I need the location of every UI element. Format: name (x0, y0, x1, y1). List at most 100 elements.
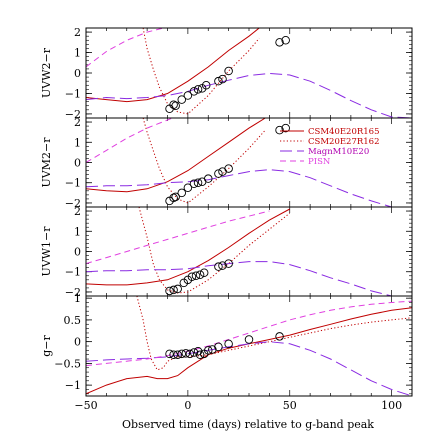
panel-3: UVW1−r −2 −1 0 1 2 (40, 205, 413, 299)
observation-point (189, 87, 199, 96)
legend-label-PISN: PISN (308, 157, 331, 167)
observation-point (177, 188, 187, 198)
y-tick-label: −1 (65, 266, 81, 279)
y-tick-label: −2 (65, 197, 81, 210)
y-tick-label: 1 (74, 225, 81, 238)
observation-point (281, 36, 290, 45)
x-tick-label: −50 (74, 399, 97, 412)
observation-point (218, 261, 227, 270)
panel-frame (85, 295, 413, 397)
y-axis-label: UVM2−r (40, 137, 53, 188)
observation-point (195, 270, 205, 280)
observation-point (224, 259, 233, 268)
series-line-PISN (86, 28, 166, 68)
observation-point (181, 349, 191, 358)
observation-point (177, 95, 187, 104)
observation-point (195, 350, 205, 359)
observation-point (187, 272, 197, 282)
y-tick-label: 0 (74, 157, 81, 170)
observation-point (203, 174, 213, 183)
y-axis-label: UVW1−r (40, 226, 53, 277)
y-tick-label: 0 (74, 336, 81, 349)
observation-point (169, 100, 178, 109)
observation-point (189, 179, 199, 188)
observation-point (214, 342, 223, 352)
observation-point (275, 38, 284, 47)
x-tick-label: 100 (381, 399, 402, 412)
x-tick-label: 0 (184, 399, 191, 412)
y-tick-label: 1 (74, 292, 81, 305)
y-tick-label: −1 (65, 87, 81, 100)
observation-point (199, 268, 209, 277)
y-tick-label: −2 (65, 108, 81, 121)
y-tick-label: 0 (74, 67, 81, 80)
observation-point (177, 349, 187, 359)
y-axis-label: UVW2−r (40, 47, 53, 98)
y-tick-label: −1 (65, 379, 81, 392)
series-line-CSM40E20R165 (86, 208, 291, 286)
legend-label-MagnM10E20: MagnM10E20 (308, 147, 369, 157)
observation-point (275, 125, 284, 135)
observation-point (275, 332, 284, 341)
series-line-PISN (86, 118, 174, 163)
observation-point (191, 271, 201, 281)
y-tick-label: 1 (74, 136, 81, 149)
series-line-CSM20E27R162 (142, 28, 260, 115)
y-tick-label: −0.5 (54, 357, 81, 370)
observation-point (281, 123, 290, 133)
x-tick-label: 50 (283, 399, 297, 412)
y-tick-label: −2 (65, 286, 81, 299)
y-tick-label: 2 (74, 205, 81, 218)
observation-point (224, 339, 233, 349)
series-line-CSM20E27R162 (136, 296, 412, 371)
series-line-MagnM10E20 (86, 72, 412, 118)
panel-1: UVW2−r −2 −1 0 1 2 (40, 26, 413, 121)
series-line-MagnM10E20 (86, 261, 397, 296)
observation-point (193, 178, 203, 187)
observation-point (169, 350, 178, 359)
observation-point (189, 348, 199, 357)
legend-label-CSM40E20R165: CSM40E20R165 (308, 127, 380, 137)
series-line-CSM20E27R162 (138, 207, 291, 294)
series-line-CSM40E20R165 (86, 307, 412, 395)
y-tick-label: 1 (74, 47, 81, 60)
observation-point (214, 169, 223, 178)
observation-point (183, 91, 193, 100)
series-line-MagnM10E20 (86, 341, 412, 396)
observation-point (173, 350, 182, 359)
series-line-CSM40E20R165 (86, 28, 260, 103)
y-tick-label: 0 (74, 246, 81, 259)
observation-point (214, 76, 223, 86)
observation-point (171, 101, 180, 110)
observation-point (171, 192, 180, 202)
series-line-MagnM10E20 (86, 169, 397, 207)
panel-4: g−r −1 −0.5 0 0.5 1 −50 0 50 100 (40, 292, 413, 412)
observation-point (224, 164, 233, 173)
y-tick-label: 0.5 (64, 314, 82, 327)
y-tick-label: 2 (74, 116, 81, 129)
observation-point (244, 335, 254, 344)
observation-point (183, 183, 193, 193)
series-line-CSM20E27R162 (142, 118, 266, 204)
observation-point (165, 286, 174, 296)
y-axis-label: g−r (40, 335, 53, 357)
observation-point (169, 285, 178, 295)
observation-point (193, 85, 203, 94)
series-line-CSM40E20R165 (86, 118, 266, 193)
observation-point (214, 262, 223, 271)
y-tick-label: 2 (74, 26, 81, 39)
series-line-PISN (86, 300, 412, 367)
observation-point (185, 349, 195, 359)
panel-frame (85, 27, 413, 119)
y-tick-label: −1 (65, 177, 81, 190)
observation-point (208, 345, 217, 354)
observation-point (203, 346, 213, 355)
observation-point (165, 349, 174, 359)
observation-point (169, 193, 178, 203)
observation-point (218, 74, 227, 84)
x-axis-label: Observed time (days) relative to g-band … (122, 418, 374, 431)
observation-point (224, 66, 233, 76)
observation-point (173, 284, 182, 294)
